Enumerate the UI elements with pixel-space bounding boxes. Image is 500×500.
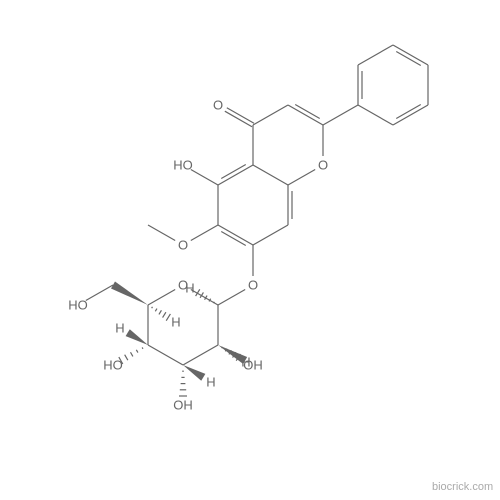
atom-label-h4: H: [115, 321, 124, 336]
atom-label-h3: H: [206, 375, 215, 390]
atom-label-h2: H: [241, 355, 250, 370]
atom-label-o5h: HO: [173, 158, 193, 173]
atom-label-o4: O: [213, 98, 223, 113]
atom-label-o7: O: [248, 278, 258, 293]
molecule-svg: [0, 0, 500, 500]
atom-label-h5: H: [171, 315, 180, 330]
atom-label-o3h: OH: [173, 398, 193, 413]
atom-label-o6: O: [178, 238, 188, 253]
watermark: biocrick.com: [432, 481, 493, 493]
atom-label-o6h: HO: [68, 298, 88, 313]
atom-label-o4h: HO: [103, 358, 123, 373]
molecule-diagram: { "figure": { "width": 500, "height": 50…: [0, 0, 500, 500]
atom-label-h1: H: [185, 281, 194, 296]
atom-label-o1: O: [318, 158, 328, 173]
